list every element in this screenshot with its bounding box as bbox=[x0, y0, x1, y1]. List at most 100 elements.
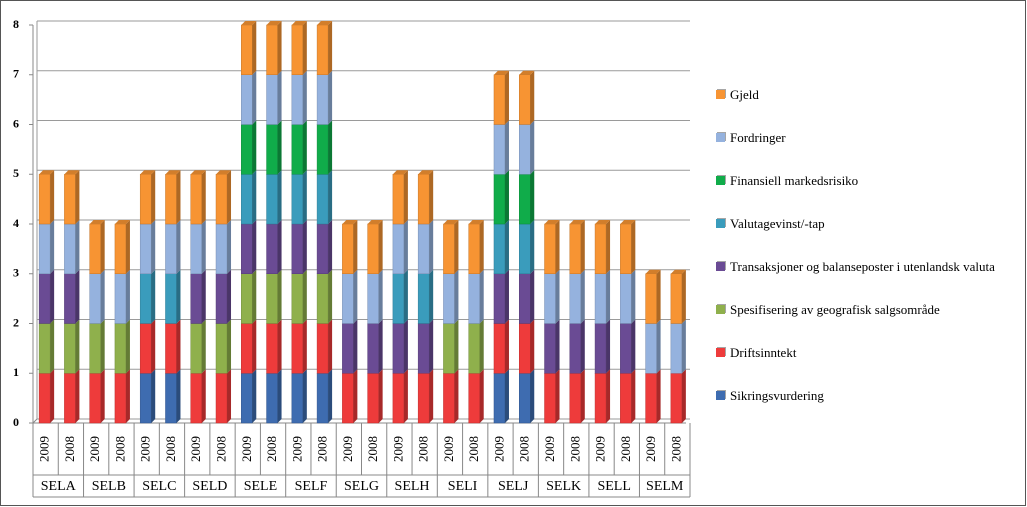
bar-segment bbox=[544, 323, 556, 374]
bar-segment bbox=[569, 373, 582, 424]
bar-segment bbox=[620, 273, 632, 324]
bar-side bbox=[100, 269, 105, 324]
bar-side bbox=[555, 369, 560, 423]
bar-segment bbox=[670, 373, 683, 424]
bar-segment bbox=[443, 323, 455, 374]
x-tick-label: 2008 bbox=[466, 436, 481, 462]
bar-side bbox=[252, 170, 257, 224]
bar-side bbox=[151, 269, 156, 324]
group-label: SELI bbox=[448, 479, 478, 494]
bar-segment bbox=[417, 273, 430, 324]
bar-segment bbox=[544, 223, 556, 274]
bar-segment bbox=[342, 273, 354, 324]
bar-segment bbox=[165, 174, 177, 225]
bar-side bbox=[555, 220, 560, 274]
bar-segment bbox=[468, 323, 480, 374]
bar-segment bbox=[89, 273, 101, 324]
bar-segment bbox=[114, 273, 127, 324]
bar-segment bbox=[493, 174, 506, 225]
x-tick-label: 2009 bbox=[441, 436, 456, 462]
bar-segment bbox=[316, 174, 329, 225]
legend-swatch bbox=[716, 305, 725, 314]
bar-segment bbox=[493, 74, 506, 125]
group-label: SELG bbox=[344, 479, 379, 494]
bar-side bbox=[353, 220, 358, 274]
bar-segment bbox=[241, 124, 253, 175]
bar-side bbox=[580, 369, 585, 423]
bar-segment bbox=[139, 273, 152, 324]
bar-side bbox=[100, 319, 105, 374]
bar-top bbox=[418, 170, 434, 175]
legend-label: Transaksjoner og balanseposter i utenlan… bbox=[730, 259, 995, 274]
bar-segment bbox=[114, 373, 127, 424]
bar-segment bbox=[519, 373, 531, 424]
bar-segment bbox=[64, 373, 76, 424]
bar-side bbox=[125, 269, 130, 324]
bar-segment bbox=[241, 24, 253, 75]
bar-segment bbox=[493, 124, 506, 175]
bar-side bbox=[606, 220, 611, 274]
x-tick-label: 2009 bbox=[37, 436, 52, 462]
legend-swatch bbox=[716, 133, 725, 142]
bar-top bbox=[392, 170, 408, 175]
bar-side bbox=[353, 319, 358, 374]
bar-side bbox=[656, 319, 661, 374]
bar-segment bbox=[114, 223, 127, 274]
bar-top bbox=[317, 21, 333, 25]
x-tick-label: 2008 bbox=[264, 436, 279, 462]
bar-segment bbox=[291, 74, 304, 125]
bar-segment bbox=[544, 273, 556, 324]
bar-segment bbox=[89, 223, 101, 274]
bar-side bbox=[302, 319, 307, 374]
bar-segment bbox=[645, 273, 657, 324]
bar-top bbox=[367, 220, 383, 224]
bar-side bbox=[429, 369, 434, 423]
bar-top bbox=[140, 170, 156, 175]
bar-side bbox=[530, 269, 535, 324]
bar-side bbox=[530, 170, 535, 224]
bar-segment bbox=[493, 223, 506, 274]
bar-side bbox=[252, 70, 257, 125]
bar-side bbox=[277, 170, 282, 224]
bar-side bbox=[403, 369, 408, 423]
bar-segment bbox=[620, 373, 632, 424]
bar-side bbox=[75, 269, 80, 324]
bar-segment bbox=[266, 24, 278, 75]
bar-side bbox=[378, 220, 383, 274]
bar-segment bbox=[367, 273, 379, 324]
bar-side bbox=[201, 369, 206, 423]
legend-swatch bbox=[716, 176, 725, 185]
bar-side bbox=[125, 220, 130, 274]
legend-item: Finansiell markedsrisiko bbox=[716, 173, 1016, 188]
legend-swatch bbox=[716, 262, 725, 271]
bar-side bbox=[176, 369, 181, 423]
bar-side bbox=[530, 319, 535, 374]
bar-segment bbox=[38, 273, 51, 324]
bar-side bbox=[151, 369, 156, 423]
group-label: SELE bbox=[244, 479, 277, 494]
bar-segment bbox=[38, 323, 51, 374]
bar-segment bbox=[316, 323, 329, 374]
bar-segment bbox=[291, 124, 304, 175]
bar-side bbox=[328, 369, 333, 423]
x-tick-label: 2008 bbox=[618, 436, 633, 462]
bar-segment bbox=[544, 373, 556, 424]
bar-side bbox=[403, 269, 408, 324]
legend-item: Valutagevinst/-tap bbox=[716, 216, 1016, 231]
bar-side bbox=[302, 369, 307, 423]
bar-side bbox=[227, 319, 232, 374]
bar-segment bbox=[291, 223, 304, 274]
bar-side bbox=[328, 70, 333, 125]
bar-segment bbox=[114, 323, 127, 374]
bar-segment bbox=[620, 223, 632, 274]
bar-segment bbox=[241, 223, 253, 274]
bar-side bbox=[201, 170, 206, 224]
bar-side bbox=[176, 220, 181, 274]
bar-side bbox=[176, 269, 181, 324]
bar-segment bbox=[620, 323, 632, 374]
bar-side bbox=[328, 269, 333, 324]
bar-top bbox=[645, 269, 661, 274]
bar-segment bbox=[519, 223, 531, 274]
bar-side bbox=[50, 369, 55, 423]
